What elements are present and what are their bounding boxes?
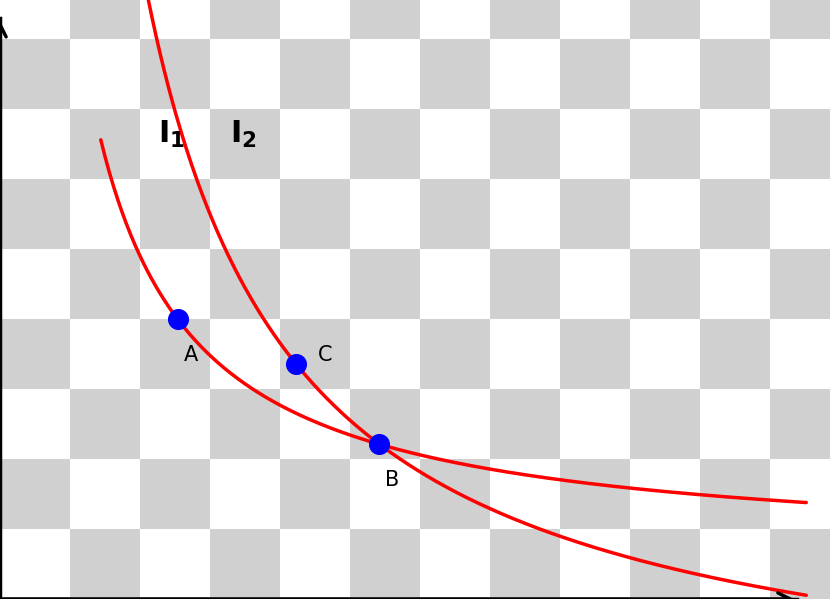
Text: B: B [385,470,399,490]
Point [171,314,184,324]
Text: A: A [183,346,198,365]
Point [373,440,386,449]
Point [290,359,303,369]
Text: $\mathbf{I_1}$: $\mathbf{I_1}$ [159,119,185,150]
Text: C: C [318,346,332,365]
Text: $\mathbf{I_2}$: $\mathbf{I_2}$ [230,119,256,150]
